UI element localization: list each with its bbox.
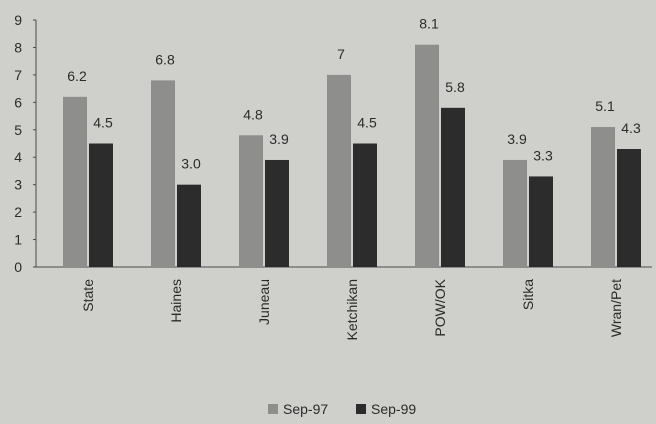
bar-sep-97	[591, 127, 615, 268]
bar-sep-99	[177, 184, 201, 267]
x-tick-label: Juneau	[256, 279, 272, 325]
y-tick-label: 9	[14, 12, 22, 28]
y-tick-label: 8	[14, 39, 22, 55]
y-tick-label: 6	[14, 94, 22, 110]
bar-sep-97	[415, 44, 439, 268]
bar-sep-97	[239, 135, 263, 267]
y-tick-label: 1	[14, 232, 22, 248]
x-tick-label: Haines	[168, 279, 184, 323]
data-label-sep-99: 4.5	[357, 115, 377, 131]
y-tick-label: 7	[14, 67, 22, 83]
bar-sep-97	[503, 159, 527, 267]
x-tick-label: Ketchikan	[344, 279, 360, 340]
legend-swatch-sep-97	[268, 404, 278, 414]
data-label-sep-97: 6.8	[155, 51, 175, 67]
data-label-sep-99: 4.3	[621, 120, 641, 136]
data-label-sep-97: 8.1	[419, 16, 439, 32]
x-tick-label: Wran/Pet	[608, 279, 624, 337]
x-tick-label: State	[80, 279, 96, 312]
y-tick-label: 5	[14, 122, 22, 138]
y-tick-label: 0	[14, 259, 22, 275]
data-label-sep-99: 5.8	[445, 79, 465, 95]
data-label-sep-97: 3.9	[507, 131, 527, 147]
data-label-sep-97: 5.1	[595, 98, 615, 114]
x-tick-label: Sitka	[520, 279, 536, 310]
legend-label-sep-99: Sep-99	[371, 401, 416, 417]
data-label-sep-97: 4.8	[243, 106, 263, 122]
bar-sep-97	[327, 74, 351, 267]
bar-sep-99	[89, 143, 113, 267]
data-label-sep-99: 4.5	[93, 115, 113, 131]
x-tick-label: POW/OK	[432, 278, 448, 336]
y-tick-label: 2	[14, 204, 22, 220]
bar-sep-99	[617, 148, 641, 267]
data-label-sep-97: 7	[337, 46, 345, 62]
data-label-sep-99: 3.0	[181, 156, 201, 172]
legend-swatch-sep-99	[356, 404, 366, 414]
data-label-sep-97: 6.2	[67, 68, 87, 84]
bar-sep-97	[151, 80, 175, 267]
bar-sep-99	[353, 143, 377, 267]
bar-sep-99	[441, 107, 465, 267]
bar-sep-99	[529, 176, 553, 267]
y-tick-label: 3	[14, 177, 22, 193]
legend-label-sep-97: Sep-97	[283, 401, 328, 417]
bar-sep-97	[63, 96, 87, 267]
data-label-sep-99: 3.9	[269, 131, 289, 147]
bar-sep-99	[265, 159, 289, 267]
y-tick-label: 4	[14, 149, 22, 165]
data-label-sep-99: 3.3	[533, 147, 553, 163]
